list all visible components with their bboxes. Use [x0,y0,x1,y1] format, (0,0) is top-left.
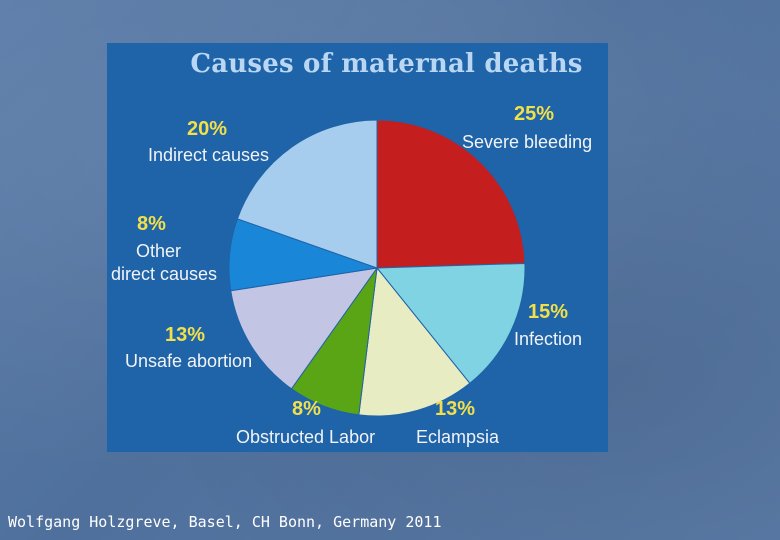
pie-slice-infection [375,262,526,385]
label-unsafe-abortion: Unsafe abortion [125,351,253,371]
footer-credit: Wolfgang Holzgreve, Basel, CH Bonn, Germ… [8,513,442,531]
label-severe-bleeding: Severe bleeding [462,132,593,152]
label-other-direct-causes-line2: direct causes [111,264,218,284]
pie-slice-eclampsia [358,266,471,417]
label-infection: Infection [514,329,583,349]
pie-chart [228,119,526,417]
pie-slice-unsafe-abortion [230,267,379,390]
chart-panel: Causes of maternal deaths 25% Severe ble… [107,43,608,452]
label-obstructed-labor: Obstructed Labor [236,427,376,447]
pct-label-infection: 15% [528,301,569,323]
pct-label-other-direct-causes: 8% [137,213,166,235]
pct-label-indirect-causes: 20% [187,118,228,140]
label-indirect-causes: Indirect causes [148,145,270,165]
chart-title: Causes of maternal deaths [190,49,583,79]
pie-slice-indirect-causes [236,119,378,269]
label-other-direct-causes-line1: Other [136,241,182,261]
label-eclampsia: Eclampsia [416,427,500,447]
pct-label-unsafe-abortion: 13% [165,324,206,346]
pie-slice-severe-bleeding [376,119,526,269]
pct-label-severe-bleeding: 25% [514,103,555,125]
pct-label-obstructed-labor: 8% [292,398,321,420]
pct-label-eclampsia: 13% [435,398,476,420]
